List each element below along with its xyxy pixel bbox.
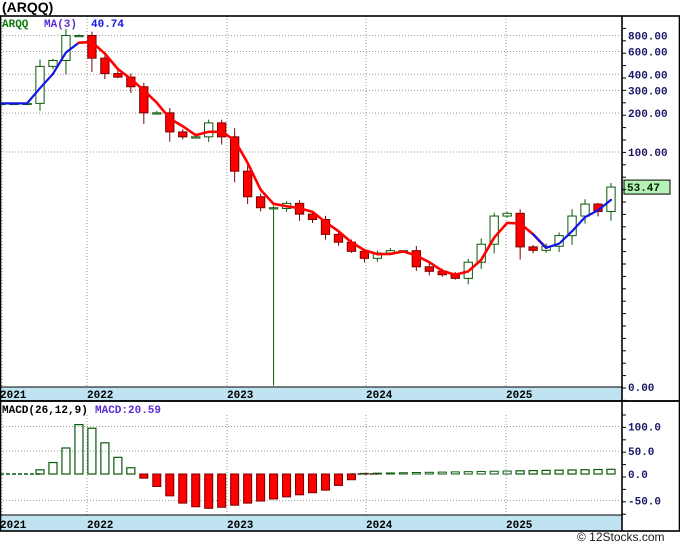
svg-text:100.0: 100.0 (628, 423, 661, 435)
svg-text:© 12Stocks.com: © 12Stocks.com (577, 530, 665, 544)
svg-text:0.0: 0.0 (628, 470, 648, 482)
svg-text:600.00: 600.00 (628, 48, 668, 60)
svg-text:300.00: 300.00 (628, 86, 668, 98)
svg-text:800.00: 800.00 (628, 31, 668, 43)
svg-text:MACD:20.59: MACD:20.59 (95, 405, 161, 417)
svg-text:50.0: 50.0 (628, 447, 654, 459)
svg-text:40.74: 40.74 (91, 19, 124, 31)
svg-text:200.00: 200.00 (628, 109, 668, 121)
svg-text:MACD(26,12,9): MACD(26,12,9) (2, 405, 88, 417)
svg-text:400.00: 400.00 (628, 70, 668, 82)
svg-text:53.47: 53.47 (627, 183, 660, 195)
svg-text:-50.0: -50.0 (628, 497, 661, 509)
svg-text:(ARQQ): (ARQQ) (2, 0, 53, 15)
svg-text:0.00: 0.00 (628, 383, 654, 395)
svg-text:100.00: 100.00 (628, 148, 668, 160)
svg-text:ARQQ: ARQQ (2, 19, 29, 31)
svg-text:MA(3): MA(3) (44, 19, 77, 31)
